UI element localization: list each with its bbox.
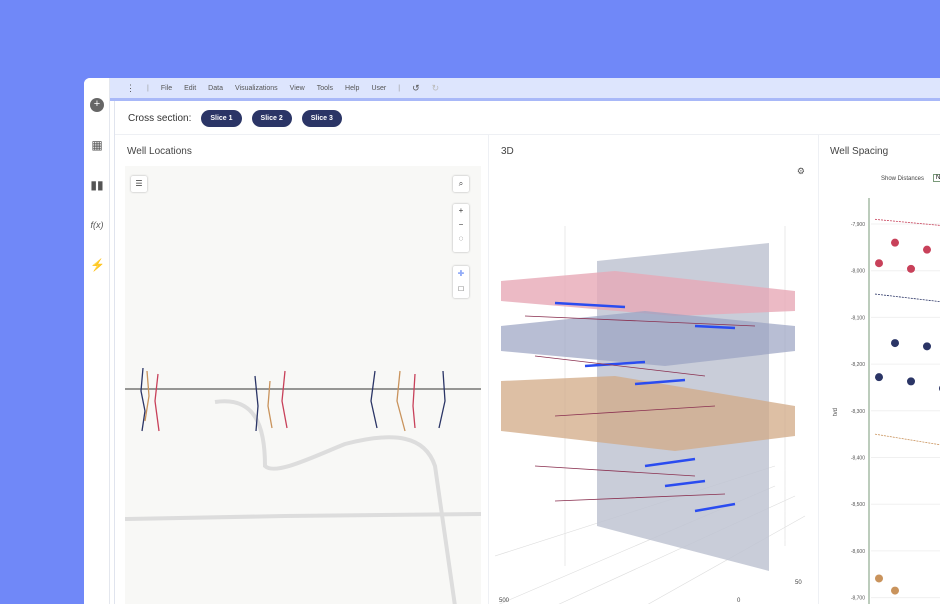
3d-canvas: 500 0 50 <box>494 226 806 604</box>
data-point[interactable] <box>875 259 883 268</box>
divider: | <box>398 84 401 92</box>
zoom-out-icon[interactable]: − <box>458 220 464 229</box>
sidebar: + ▦ ▮▮ f(x) ⚡ <box>84 78 110 604</box>
well-locations-map[interactable]: ☰ ⌕ + − ◌ ✛ □ <box>124 166 482 604</box>
settings-icon[interactable]: ⚙ <box>796 166 805 176</box>
y-tick-label: -8,000 <box>851 269 865 275</box>
undo-icon[interactable]: ↺ <box>412 82 420 93</box>
menubar: ⋮ | File Edit Data Visualizations View T… <box>110 78 940 98</box>
data-point[interactable] <box>891 586 899 595</box>
menu-tools[interactable]: Tools <box>316 84 334 92</box>
menu-view[interactable]: View <box>289 84 305 92</box>
lightning-icon[interactable]: ⚡ <box>90 258 105 272</box>
data-point[interactable] <box>891 339 899 348</box>
menu-help[interactable]: Help <box>345 84 360 92</box>
3d-view[interactable]: ⚙ 500 0 50 <box>494 166 815 604</box>
menu-user[interactable]: User <box>371 84 387 92</box>
menu-edit[interactable]: Edit <box>184 84 197 92</box>
y-tick-label: -8,400 <box>851 456 865 462</box>
y-tick-label: -8,200 <box>851 362 865 368</box>
y-tick-label: -8,100 <box>851 315 865 321</box>
slice-2-button[interactable]: Slice 2 <box>251 110 292 127</box>
divider: | <box>147 84 149 92</box>
data-point[interactable] <box>907 264 915 273</box>
show-distances-toggle[interactable]: N <box>933 174 940 182</box>
divider <box>488 134 489 604</box>
divider <box>818 134 819 604</box>
add-icon[interactable]: + <box>90 98 104 112</box>
zoom-in-icon[interactable]: + <box>458 206 464 215</box>
data-point[interactable] <box>923 342 931 351</box>
app-window: + ▦ ▮▮ f(x) ⚡ ⋮ | File Edit Data Visuali… <box>84 78 940 604</box>
y-tick-label: -7,900 <box>851 222 865 228</box>
well-spacing-title: Well Spacing <box>830 146 889 157</box>
scatter-plot: -7,900 -8,000 -8,100 -8,200 -8,300 -8,400 -8,5… <box>833 198 940 604</box>
well-spacing-chart: Show Distances N -7,900 -8,000 -8,100 -8,20… <box>825 166 940 604</box>
y-tick-label: -8,700 <box>851 596 865 602</box>
axis-label: 0 <box>737 598 741 604</box>
show-distances-label: Show Distances <box>881 176 925 182</box>
y-tick-label: -8,500 <box>851 502 865 508</box>
data-point[interactable] <box>891 238 899 247</box>
draw-controls[interactable]: ✛ □ <box>453 266 469 298</box>
y-tick-label: -8,300 <box>851 409 865 415</box>
y-tick-label: -8,600 <box>851 549 865 555</box>
cross-section-bar: Cross section: Slice 1 Slice 2 Slice 3 <box>128 110 342 127</box>
search-icon[interactable]: ⌕ <box>453 176 469 192</box>
3d-title: 3D <box>501 146 514 157</box>
cross-section-label: Cross section: <box>128 113 192 124</box>
main-content: Cross section: Slice 1 Slice 2 Slice 3 W… <box>114 101 940 604</box>
redo-icon[interactable]: ↻ <box>431 82 440 93</box>
bar-chart-icon[interactable]: ▮▮ <box>90 178 104 192</box>
table-icon[interactable]: ▦ <box>91 138 103 152</box>
locate-icon[interactable]: ◌ <box>458 234 464 243</box>
slice-1-button[interactable]: Slice 1 <box>201 110 242 127</box>
function-icon[interactable]: f(x) <box>90 220 104 230</box>
axis-label: 50 <box>795 580 802 586</box>
map-canvas <box>124 367 482 604</box>
menu-visualizations[interactable]: Visualizations <box>234 84 278 92</box>
menu-data[interactable]: Data <box>208 84 223 92</box>
zoom-controls[interactable]: + − ◌ <box>453 204 469 252</box>
axis-label: 500 <box>499 598 510 604</box>
divider <box>115 134 940 135</box>
y-axis-label: tvd <box>833 408 839 416</box>
trend-line <box>874 433 940 446</box>
slice-3-button[interactable]: Slice 3 <box>301 110 342 127</box>
data-point[interactable] <box>875 574 883 583</box>
data-point[interactable] <box>907 377 915 386</box>
menu-file[interactable]: File <box>160 84 173 92</box>
toolbar-divider <box>110 98 940 101</box>
layers-icon[interactable]: ☰ <box>131 176 147 192</box>
rectangle-select-icon[interactable]: □ <box>458 284 464 293</box>
move-icon[interactable]: ✛ <box>457 269 465 278</box>
trend-line <box>874 218 940 226</box>
trend-line <box>874 293 940 303</box>
data-point[interactable] <box>923 245 931 254</box>
well-locations-title: Well Locations <box>127 146 192 157</box>
more-icon[interactable]: ⋮ <box>126 82 135 93</box>
data-point[interactable] <box>875 373 883 382</box>
